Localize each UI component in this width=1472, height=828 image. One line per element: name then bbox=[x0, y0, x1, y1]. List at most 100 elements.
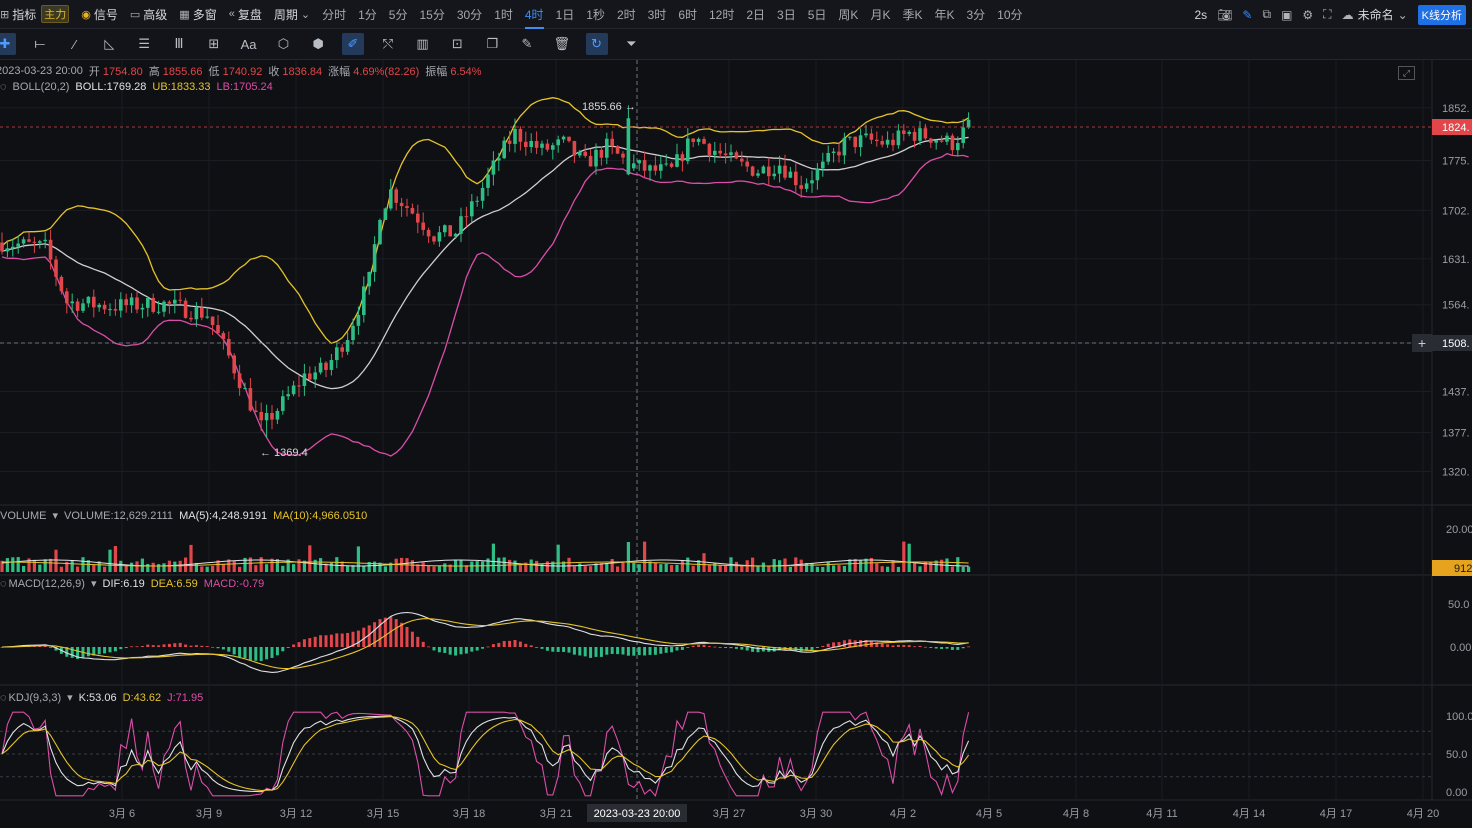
chevron-down-icon[interactable]: ▾ bbox=[90, 578, 97, 590]
signal-button[interactable]: ◉ 信号 bbox=[81, 0, 118, 29]
text-icon[interactable]: Aa bbox=[240, 36, 257, 52]
period-item[interactable]: 30分 bbox=[456, 7, 483, 22]
expand-icon[interactable]: ⤢ bbox=[1398, 66, 1415, 80]
chevron-down-icon[interactable]: ▾ bbox=[67, 692, 73, 704]
period-item[interactable]: 5日 bbox=[807, 7, 827, 22]
candle-body bbox=[124, 299, 128, 306]
period-item[interactable]: 10分 bbox=[997, 7, 1023, 22]
volume-name[interactable]: VOLUME bbox=[0, 509, 47, 522]
chevron-down-icon[interactable]: ▾ bbox=[52, 510, 58, 522]
candle-body bbox=[21, 239, 26, 244]
crosshair-icon[interactable]: ✚ bbox=[0, 33, 16, 55]
volume-bar bbox=[832, 565, 836, 572]
replay-button[interactable]: « 复盘 bbox=[229, 0, 262, 29]
macd-hist-bar bbox=[103, 647, 107, 654]
measure-icon[interactable]: ⊞ bbox=[208, 36, 220, 51]
candle-body bbox=[162, 301, 166, 312]
macd-hist-bar bbox=[432, 647, 436, 651]
candle-body bbox=[745, 161, 749, 167]
advanced-button[interactable]: ▭ 高级 bbox=[130, 0, 167, 29]
period-dropdown[interactable]: 周期 ⌄ bbox=[274, 0, 310, 29]
horizontal-line-icon[interactable]: ⟝ bbox=[34, 36, 46, 51]
multi-window-label: 多窗 bbox=[192, 7, 217, 22]
kline-analysis-button[interactable]: K线分析 bbox=[1417, 4, 1466, 25]
bell-icon[interactable]: ◌ bbox=[0, 577, 7, 590]
multi-window-button[interactable]: ▦ 多窗 bbox=[179, 0, 216, 29]
volume-bar bbox=[221, 564, 225, 572]
macd-hist-bar bbox=[454, 647, 458, 656]
period-item[interactable]: 15分 bbox=[419, 7, 445, 22]
period-item[interactable]: 2时 bbox=[616, 7, 636, 22]
kdj-name[interactable]: KDJ(9,3,3) bbox=[8, 691, 62, 704]
lock-icon[interactable]: ⊡ bbox=[451, 36, 463, 51]
current-price-tag-bg bbox=[1432, 119, 1472, 135]
volume-bar bbox=[92, 564, 96, 572]
chevron-down-icon[interactable]: ⌄ bbox=[1397, 7, 1408, 22]
volume-bar bbox=[59, 566, 63, 572]
period-item[interactable]: 年K bbox=[934, 7, 955, 22]
period-item[interactable]: 6时 bbox=[678, 7, 697, 22]
period-item[interactable]: 分时 bbox=[322, 7, 347, 22]
fib-retracement-icon[interactable]: ⬡ bbox=[277, 36, 290, 51]
macd-hist-bar bbox=[351, 631, 355, 647]
sync-icon[interactable]: ↻ bbox=[585, 33, 608, 55]
parallel-channel-icon[interactable]: ☰ bbox=[138, 36, 151, 51]
candle-body bbox=[540, 143, 544, 148]
filter-icon[interactable]: ⏷ bbox=[626, 36, 637, 51]
layout-name[interactable]: 未命名 bbox=[1357, 8, 1394, 22]
fib-fan-icon[interactable]: ⬢ bbox=[312, 36, 324, 51]
period-item[interactable]: 2日 bbox=[746, 7, 766, 22]
bell-icon[interactable]: ◌ bbox=[0, 81, 7, 93]
period-item[interactable]: 5分 bbox=[388, 7, 408, 22]
bell-icon[interactable]: ◌ bbox=[0, 691, 7, 704]
fullscreen-icon[interactable]: ⛶ bbox=[1323, 7, 1332, 21]
period-item[interactable]: 1日 bbox=[555, 7, 575, 22]
candle-body bbox=[653, 165, 658, 171]
period-item[interactable]: 3时 bbox=[647, 7, 667, 22]
cloud-icon[interactable]: ☁ bbox=[1341, 7, 1354, 22]
macd-hist-bar bbox=[594, 647, 598, 657]
copy-icon[interactable]: ❐ bbox=[486, 36, 498, 51]
boll-name[interactable]: BOLL(20,2) bbox=[12, 81, 70, 93]
refresh-interval[interactable]: 2s bbox=[1194, 7, 1208, 22]
angle-line-icon[interactable]: ◺ bbox=[104, 36, 115, 51]
pen-icon[interactable]: ✎ bbox=[1242, 7, 1253, 22]
period-item[interactable]: 3分 bbox=[966, 7, 986, 22]
wave-icon[interactable]: Ⅲ bbox=[174, 36, 184, 51]
volume-bar bbox=[324, 563, 328, 572]
magnet-icon[interactable]: ⤲ bbox=[382, 36, 393, 51]
trend-line-icon[interactable]: ⁄ bbox=[73, 36, 76, 52]
period-item[interactable]: 月K bbox=[870, 7, 891, 22]
macd-hist-bar bbox=[97, 647, 101, 655]
period-item[interactable]: 4时 bbox=[524, 7, 544, 29]
price-tick: 1702. bbox=[1442, 205, 1470, 217]
period-item[interactable]: 1分 bbox=[358, 7, 377, 22]
candle-body bbox=[740, 158, 744, 162]
layout-icon[interactable]: ⧉ bbox=[1262, 7, 1272, 21]
macd-hist-bar bbox=[497, 642, 501, 647]
period-item[interactable]: 季K bbox=[902, 7, 923, 22]
period-item[interactable]: 周K bbox=[838, 7, 859, 22]
delete-icon[interactable]: 🗑︎ bbox=[553, 36, 570, 51]
gear-icon[interactable]: ⚙ bbox=[1302, 7, 1314, 22]
macd-hist-bar bbox=[248, 647, 252, 661]
camera-icon[interactable]: 📷︎ bbox=[1217, 7, 1233, 22]
candle-body bbox=[281, 396, 285, 411]
macd-name[interactable]: MACD(12,26,9) bbox=[8, 577, 85, 590]
macd-hist-bar bbox=[508, 640, 512, 647]
candle-body bbox=[189, 317, 193, 320]
period-item[interactable]: 1秒 bbox=[586, 7, 605, 22]
indicator-button[interactable]: ⊞ 指标 主力 bbox=[0, 0, 70, 29]
kline-chart[interactable]: 1852. 1775. 1702. 1631. 1564. 1508. 1437. 1377.… bbox=[0, 60, 1472, 828]
macd-hist-bar bbox=[178, 642, 182, 647]
pencil-icon[interactable]: ✐ bbox=[341, 33, 364, 55]
period-item[interactable]: 1时 bbox=[494, 7, 513, 22]
volume-bar bbox=[907, 543, 911, 572]
bars-pattern-icon[interactable]: ▥ bbox=[416, 36, 429, 51]
edit-icon[interactable]: ✎ bbox=[521, 36, 533, 51]
boll-legend: ◌ BOLL(20,2) BOLL:1769.28 UB:1833.33 LB:… bbox=[0, 81, 273, 93]
period-item[interactable]: 12时 bbox=[709, 7, 735, 22]
volume-bar bbox=[815, 566, 819, 572]
period-item[interactable]: 3日 bbox=[777, 7, 796, 22]
save-icon[interactable]: ▣ bbox=[1281, 7, 1293, 22]
